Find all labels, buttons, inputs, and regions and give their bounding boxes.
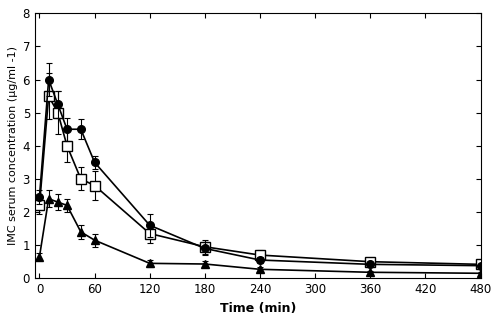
X-axis label: Time (min): Time (min) (220, 302, 296, 315)
Y-axis label: IMC serum concentration (μg/ml -1): IMC serum concentration (μg/ml -1) (8, 46, 18, 245)
